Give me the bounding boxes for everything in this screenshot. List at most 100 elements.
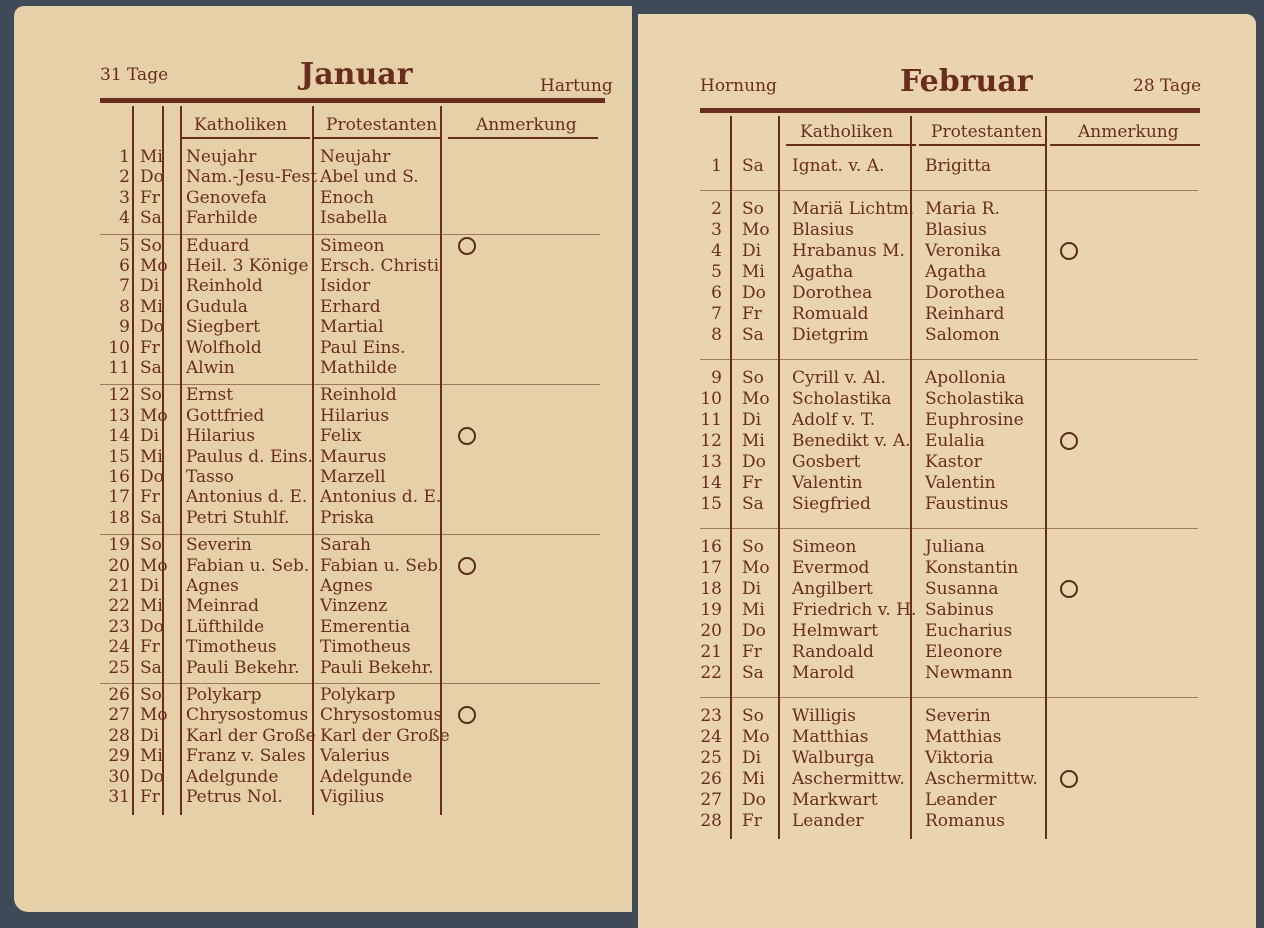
day-number: 3 [711,220,722,240]
week-rule [700,358,1198,360]
day-number: 31 [108,787,130,807]
column-divider [1045,116,1047,839]
protestant-saint: Timotheus [320,637,411,658]
protestant-saint: Vigilius [320,787,385,807]
protestant-saint: Konstantin [925,558,1019,578]
column-rule [314,137,442,139]
day-number: 9 [119,317,130,338]
day-number: 9 [711,368,722,388]
protestant-saint: Euphrosine [925,410,1024,430]
catholic-saint: Paulus d. Eins. [186,446,313,467]
catholic-saint: Marold [792,663,855,683]
protestant-saint: Leander [925,790,997,810]
weekday: Do [742,452,766,472]
weekday: Sa [140,358,162,378]
protestant-saint: Valentin [925,473,996,493]
day-number: 8 [711,325,722,345]
protestant-saint: Scholastika [925,389,1025,409]
protestant-saint: Newmann [925,663,1013,683]
protestant-saint: Mathilde [320,358,398,378]
catholic-saint: Pauli Bekehr. [186,657,300,678]
day-number: 1 [119,147,130,167]
column-divider [440,106,442,815]
protestant-saint: Valerius [320,746,390,767]
protestant-saint: Enoch [320,187,375,208]
weekday: Mo [140,705,168,726]
column-divider [312,106,314,815]
day-number: 23 [108,616,130,637]
catholic-saint: Severin [186,535,252,556]
day-number: 27 [108,705,130,726]
column-rule [919,144,1047,146]
weekday: Di [742,748,762,768]
day-number: 13 [700,452,722,472]
weekday: So [140,235,162,256]
catholic-saint: Meinrad [186,596,259,617]
moon-symbol [1060,432,1078,450]
weekday: Mo [742,558,770,578]
column-header: Anmerkung [1078,122,1179,142]
protestant-saint: Maria R. [925,199,1000,219]
protestant-saint: Antonius d. E. [320,487,442,508]
weekday: Do [140,766,164,787]
protestant-saint: Neujahr [320,147,391,167]
column-divider [910,116,912,839]
weekday: Di [140,276,160,297]
protestant-saint: Faustinus [925,494,1009,514]
catholic-saint: Hrabanus M. [792,241,905,261]
day-number: 20 [108,555,130,576]
week-rule [100,533,600,535]
weekday: Di [742,241,762,261]
left-page [14,6,632,912]
protestant-saint: Viktoria [925,748,994,768]
moon-symbol [458,706,476,725]
weekday: Sa [140,657,162,678]
protestant-saint: Veronika [925,241,1001,261]
day-number: 12 [108,385,130,406]
protestant-saint: Isabella [320,208,388,229]
day-number: 16 [700,537,722,557]
day-number: 18 [700,579,722,599]
protestant-saint: Agatha [925,262,987,282]
catholic-saint: Scholastika [792,389,892,409]
catholic-saint: Alwin [186,358,235,378]
column-rule [786,144,916,146]
catholic-saint: Tasso [186,467,234,487]
weekday: Fr [140,637,160,658]
catholic-saint: Romuald [792,304,869,324]
day-number: 10 [700,389,722,409]
day-number: 7 [711,304,722,324]
protestant-saint: Maurus [320,446,387,467]
protestant-saint: Reinhold [320,385,397,406]
catholic-saint: Agatha [792,262,854,282]
right-page [638,14,1256,928]
column-divider [778,116,780,839]
day-number: 15 [108,446,130,467]
weekday: Fr [742,811,762,831]
column-divider [162,106,164,815]
weekday: Mi [140,596,163,617]
catholic-saint: Polykarp [186,685,262,705]
catholic-saint: Aschermittw. [792,769,905,789]
catholic-saint: Matthias [792,727,869,747]
month-name: Januar [300,57,413,92]
weekday: Di [140,725,160,746]
weekday: Fr [140,337,160,358]
month-name: Februar [900,64,1033,99]
weekday: So [742,368,764,388]
weekday: Mi [140,296,163,317]
weekday: Di [742,410,762,430]
day-number: 22 [108,596,130,617]
protestant-saint: Juliana [925,537,985,557]
weekday: Mo [140,256,168,276]
catholic-saint: Hilarius [186,426,256,447]
column-rule [1050,144,1200,146]
catholic-saint: Willigis [792,706,856,726]
catholic-saint: Chrysostomus [186,705,309,726]
protestant-saint: Fabian u. Seb. [320,555,444,576]
catholic-saint: Markwart [792,790,878,810]
protestant-saint: Polykarp [320,685,396,705]
weekday: Fr [140,487,160,508]
catholic-saint: Wolfhold [186,337,262,358]
